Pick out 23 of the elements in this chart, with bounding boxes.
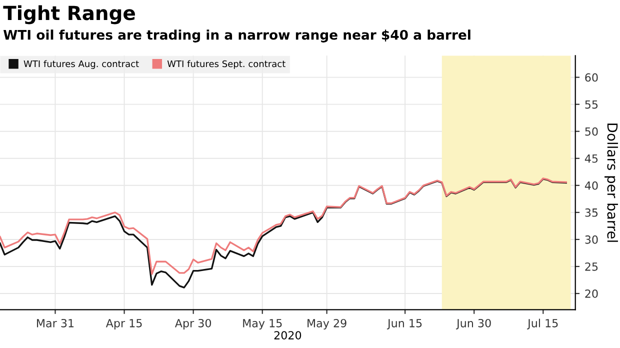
legend-label: WTI futures Sept. contract [167,60,286,69]
y-tick-label: 60 [585,73,598,82]
x-tick-label: Apr 15 [106,319,142,330]
chart-subtitle: WTI oil futures are trading in a narrow range near $40 a barrel [3,30,470,42]
x-tick-label: Jun 30 [456,318,491,330]
y-tick-label: 45 [584,154,598,163]
chart-title: Tight Range [3,5,135,24]
x-tick-label: Mar 31 [37,318,74,328]
x-tick-label: Jun 15 [386,319,422,330]
y-tick-label: 35 [585,208,598,217]
x-tick-label: May 29 [308,318,346,330]
y-tick-label: 30 [585,235,598,244]
x-tick-label: Jul 15 [527,318,558,330]
y-tick-label: 50 [585,127,598,136]
y-tick-label: 55 [585,100,598,109]
legend-label: WTI futures Aug. contract [24,60,139,69]
x-axis-title: 2020 [274,331,302,340]
y-axis-title: Dollars per barrel [604,124,618,242]
x-tick-label: Apr 30 [174,318,212,330]
y-tick-label: 40 [584,181,598,190]
y-tick-label: 25 [585,262,598,271]
x-tick-label: May 15 [243,319,282,330]
y-tick-label: 20 [585,289,598,298]
